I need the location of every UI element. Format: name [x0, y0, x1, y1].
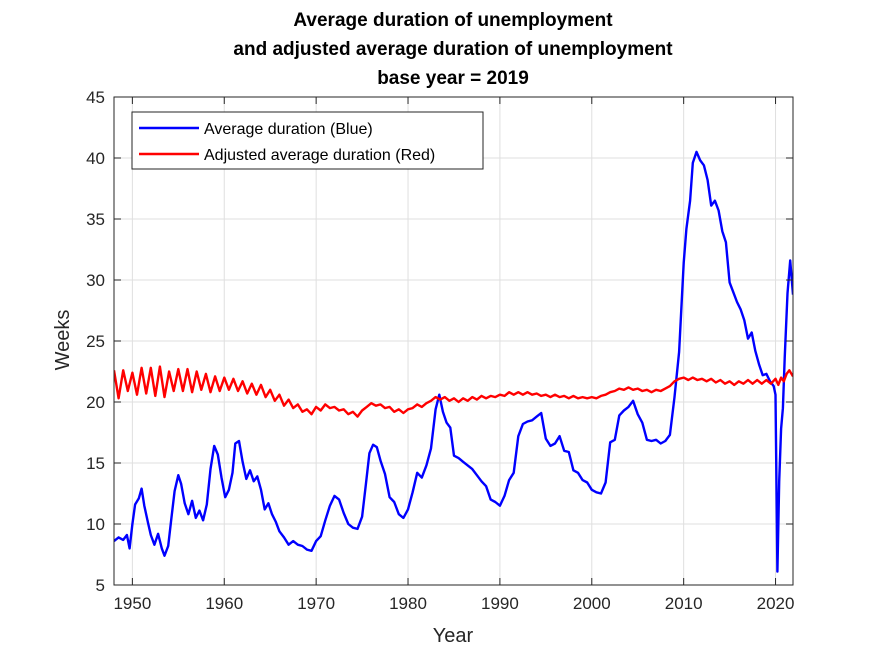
y-tick-label: 35: [86, 210, 105, 229]
chart-title: Average duration of unemployment and adj…: [233, 10, 673, 89]
y-tick-label: 5: [96, 576, 105, 595]
axis-ticks: 1950 1960 1970 1980 1990 2000 2010 2020 5 10 15 20 2…: [86, 88, 794, 613]
y-tick-label: 25: [86, 332, 105, 351]
legend-entry-average-duration: Average duration (Blue): [204, 121, 373, 138]
x-tick-label: 1980: [389, 594, 427, 613]
x-tick-label: 2020: [757, 594, 795, 613]
legend-entry-adjusted-duration: Adjusted average duration (Red): [204, 147, 435, 164]
x-tick-label: 1950: [113, 594, 151, 613]
x-tick-label: 1970: [297, 594, 335, 613]
y-tick-label: 40: [86, 149, 105, 168]
x-tick-label: 2000: [573, 594, 611, 613]
x-tick-label: 2010: [665, 594, 703, 613]
x-tick-label: 1960: [205, 594, 243, 613]
x-axis-label: Year: [433, 625, 474, 647]
chart-title-line-2: and adjusted average duration of unemplo…: [233, 39, 673, 60]
y-tick-label: 20: [86, 393, 105, 412]
y-tick-label: 30: [86, 271, 105, 290]
series-adjusted-duration-line: [114, 365, 793, 418]
series-lines: [114, 150, 793, 573]
legend: Average duration (Blue) Adjusted average…: [131, 111, 484, 170]
y-tick-label: 45: [86, 88, 105, 107]
legend-box: [131, 111, 484, 170]
y-tick-label: 10: [86, 515, 105, 534]
x-tick-label: 1990: [481, 594, 519, 613]
y-axis-label: Weeks: [52, 310, 74, 371]
chart-title-line-1: Average duration of unemployment: [293, 10, 613, 31]
y-tick-label: 15: [86, 454, 105, 473]
series-average-duration-line: [114, 150, 793, 573]
chart-title-line-3: base year = 2019: [377, 68, 529, 89]
